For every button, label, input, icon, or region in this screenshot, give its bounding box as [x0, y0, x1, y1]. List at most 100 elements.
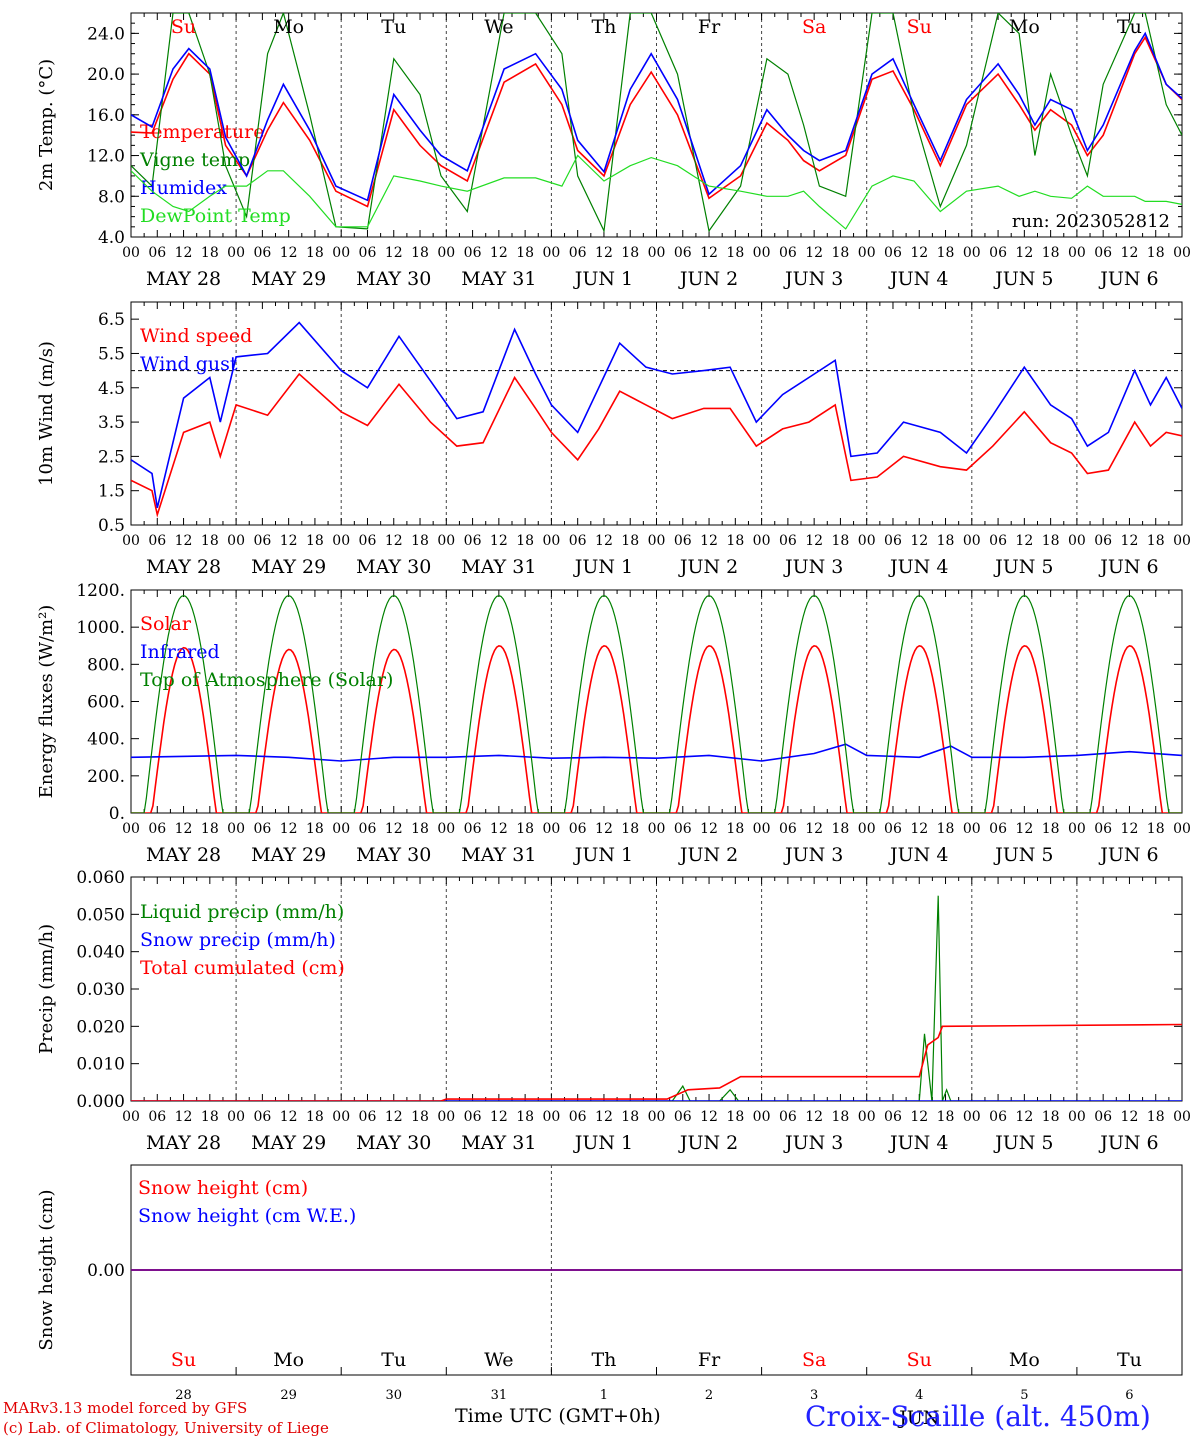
hour-tick-label: 00	[858, 1109, 876, 1125]
hour-tick-label: 12	[490, 533, 508, 549]
hour-tick-label: 12	[700, 821, 718, 837]
hour-tick-label: 18	[832, 821, 850, 837]
hour-tick-label: 06	[674, 245, 692, 261]
hour-tick-label: 18	[726, 245, 744, 261]
date-label: MAY 29	[251, 1132, 326, 1154]
hour-tick-label: 18	[516, 245, 534, 261]
weekday-label: Tu	[1117, 16, 1142, 38]
y-tick-label: 2.5	[98, 447, 125, 467]
hour-tick-label: 06	[569, 821, 587, 837]
hour-tick-label: 12	[1015, 1109, 1033, 1125]
hour-tick-label: 00	[437, 533, 455, 549]
lab-credit: (c) Lab. of Climatology, University of L…	[3, 1419, 329, 1437]
hour-tick-label: 00	[753, 533, 771, 549]
hour-tick-label: 12	[1121, 245, 1139, 261]
hour-tick-label: 06	[148, 821, 166, 837]
hour-tick-label: 18	[306, 821, 324, 837]
date-label: JUN 3	[783, 844, 843, 866]
hour-tick-label: 06	[884, 245, 902, 261]
hour-tick-label: 06	[1094, 533, 1112, 549]
date-label: JUN 4	[888, 268, 948, 290]
hour-tick-label: 06	[253, 533, 271, 549]
weekday-label: Tu	[1117, 1349, 1142, 1371]
y-tick-label: 1000.	[76, 618, 125, 638]
hour-tick-label: 18	[621, 245, 639, 261]
hour-tick-label: 12	[385, 245, 403, 261]
hour-tick-label: 06	[569, 1109, 587, 1125]
date-label: JUN 2	[678, 268, 738, 290]
hour-tick-label: 00	[1173, 245, 1191, 261]
date-label: JUN 2	[678, 844, 738, 866]
hour-tick-label: 18	[937, 533, 955, 549]
y-tick-label: 600.	[87, 693, 125, 713]
series-line-blue	[131, 31, 1182, 202]
date-label: JUN 2	[678, 1132, 738, 1154]
weekday-label: Fr	[698, 1349, 721, 1371]
panel-energy: 0. 200. 400. 600. 800. 1000. 1200. Energy fluxe…	[36, 581, 1191, 866]
hour-tick-label: 06	[884, 1109, 902, 1125]
hour-tick-label: 00	[1173, 1109, 1191, 1125]
y-tick-label: 6.5	[98, 310, 125, 330]
weekday-label: Th	[591, 16, 616, 38]
hour-tick-label: 12	[700, 245, 718, 261]
hour-tick-label: 18	[1147, 245, 1165, 261]
hour-tick-label: 00	[1068, 245, 1086, 261]
day-number-label: 2	[705, 1388, 713, 1403]
y-tick-label: 4.5	[98, 379, 125, 399]
date-label: MAY 31	[461, 268, 536, 290]
legend-entry: Total cumulated (cm)	[140, 957, 345, 979]
hour-tick-label: 06	[464, 533, 482, 549]
date-label: MAY 31	[461, 1132, 536, 1154]
hour-tick-label: 18	[201, 1109, 219, 1125]
hour-tick-label: 06	[1094, 245, 1112, 261]
hour-tick-label: 06	[989, 533, 1007, 549]
weekday-label: Tu	[381, 16, 406, 38]
hour-tick-label: 18	[1042, 533, 1060, 549]
hour-tick-label: 18	[201, 821, 219, 837]
hour-tick-label: 18	[411, 821, 429, 837]
hour-tick-label: 12	[490, 821, 508, 837]
y-axis-title: Snow height (cm)	[36, 1189, 57, 1350]
hour-tick-label: 06	[569, 533, 587, 549]
hour-tick-label: 12	[175, 245, 193, 261]
hour-tick-label: 00	[437, 245, 455, 261]
weekday-label: Su	[171, 1349, 196, 1371]
hour-tick-label: 00	[858, 245, 876, 261]
hour-tick-label: 18	[1147, 821, 1165, 837]
weekday-label: Fr	[698, 16, 721, 38]
series-line-red	[131, 1023, 1182, 1101]
y-tick-label: 0.000	[76, 1092, 125, 1112]
hour-tick-label: 12	[910, 1109, 928, 1125]
hour-tick-label: 18	[411, 533, 429, 549]
hour-tick-label: 18	[1147, 1109, 1165, 1125]
hour-tick-label: 12	[1121, 533, 1139, 549]
y-tick-label: 20.0	[87, 65, 125, 85]
series-line-red	[131, 644, 1182, 813]
series-line-green	[131, 594, 1182, 813]
hour-tick-label: 06	[464, 1109, 482, 1125]
date-label: JUN 4	[888, 1132, 948, 1154]
legend-entry: Top of Atmosphere (Solar)	[140, 669, 393, 691]
hour-tick-label: 18	[832, 245, 850, 261]
y-tick-label: 8.0	[98, 187, 125, 207]
hour-tick-label: 18	[726, 1109, 744, 1125]
date-label: JUN 1	[573, 268, 633, 290]
y-tick-label: 0.	[109, 804, 125, 824]
hour-tick-label: 18	[306, 533, 324, 549]
weekday-label: Su	[907, 1349, 932, 1371]
y-tick-label: 400.	[87, 730, 125, 750]
y-tick-label: 800.	[87, 655, 125, 675]
hour-tick-label: 12	[280, 821, 298, 837]
hour-tick-label: 12	[805, 245, 823, 261]
hour-tick-label: 06	[569, 245, 587, 261]
weekday-label: Su	[171, 16, 196, 38]
date-label: JUN 6	[1098, 556, 1158, 578]
y-tick-label: 24.0	[87, 24, 125, 44]
hour-tick-label: 18	[937, 821, 955, 837]
hour-tick-label: 00	[542, 245, 560, 261]
y-axis-title: 2m Temp. (°C)	[36, 59, 57, 191]
hour-tick-label: 18	[201, 533, 219, 549]
legend-entry: Snow precip (mm/h)	[140, 929, 336, 951]
date-label: MAY 28	[146, 556, 221, 578]
